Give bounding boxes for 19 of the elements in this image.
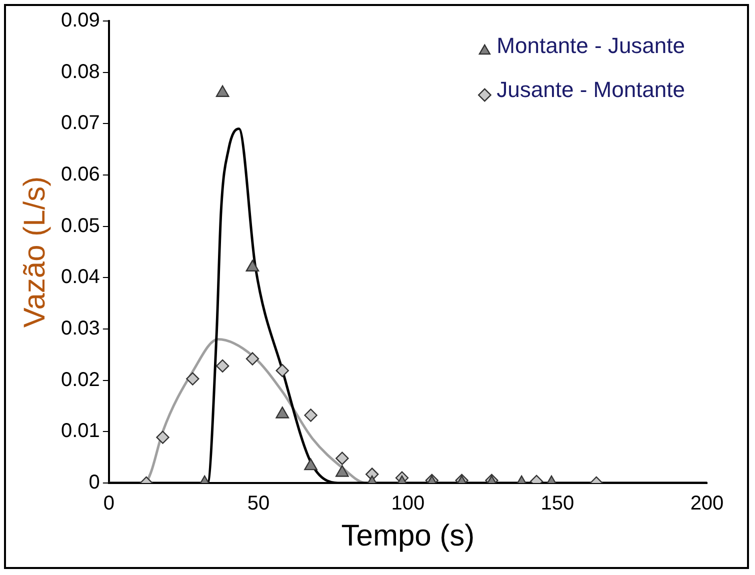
y-tick-label: 0.01 <box>60 420 100 442</box>
y-tick-label: 0.09 <box>60 10 100 32</box>
y-axis-title: Vazão (L/s) <box>18 176 52 328</box>
x-axis-title: Tempo (s) <box>341 519 475 552</box>
y-tick-label: 0 <box>88 472 100 494</box>
y-tick-label: 0.05 <box>60 214 100 237</box>
legend-label: Montante - Jusante <box>496 33 686 58</box>
y-tick-label: 0.04 <box>60 266 100 288</box>
y-tick-label: 0.06 <box>60 164 100 186</box>
x-tick-label: 150 <box>540 492 574 515</box>
y-tick-label: 0.07 <box>60 112 100 134</box>
legend-label: Jusante - Montante <box>496 77 686 102</box>
y-tick-label: 0.02 <box>60 368 100 391</box>
x-tick-label: 100 <box>391 492 425 515</box>
x-tick-label: 0 <box>103 492 114 515</box>
x-tick-label: 200 <box>690 492 724 515</box>
y-tick-label: 0.03 <box>60 318 100 340</box>
y-tick-label: 0.08 <box>60 60 100 83</box>
x-tick-label: 50 <box>247 492 270 515</box>
